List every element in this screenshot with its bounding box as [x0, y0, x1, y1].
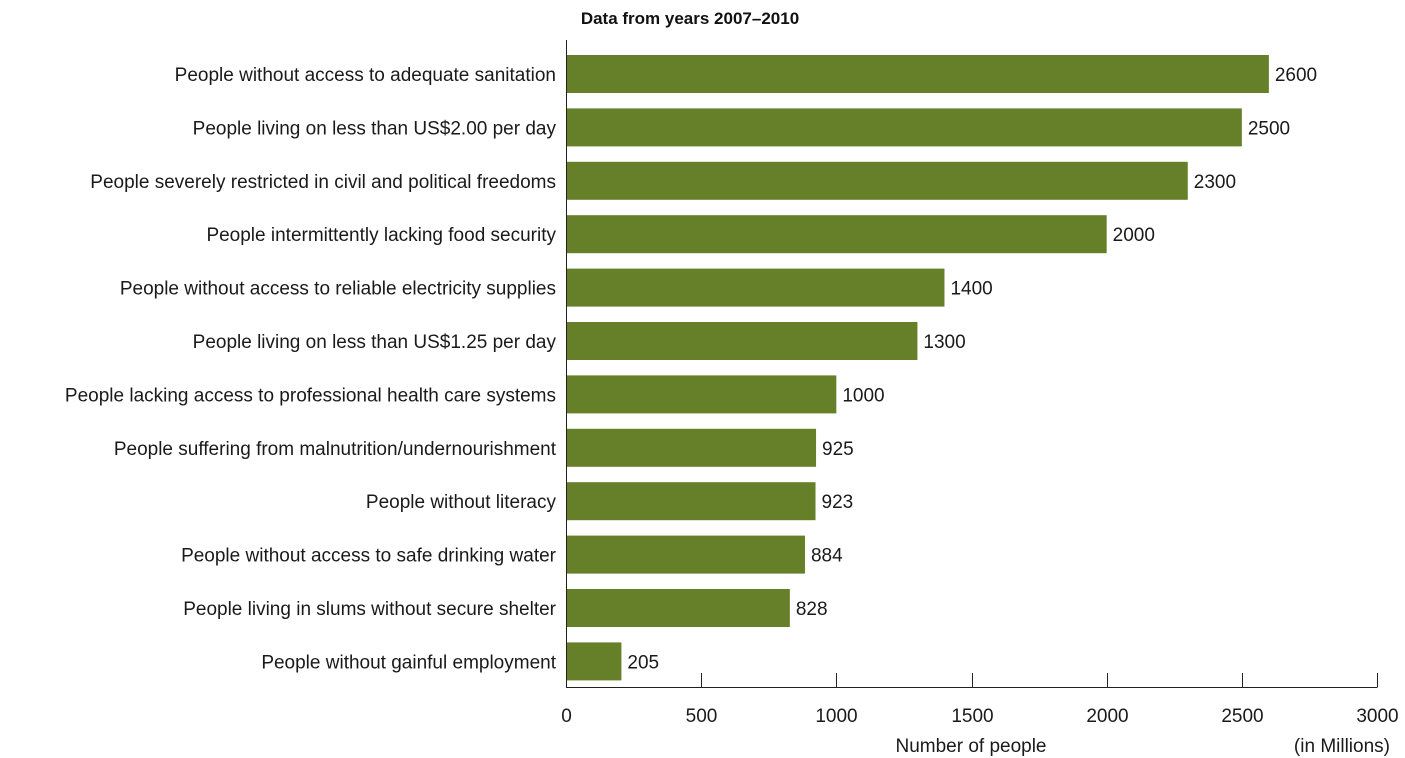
value-label-1: 2600 — [1275, 65, 1317, 86]
category-label-1: People without access to adequate sanita… — [175, 65, 556, 86]
bars-group — [566, 55, 1269, 681]
value-label-10: 884 — [811, 546, 843, 567]
bar-9 — [566, 482, 816, 521]
value-label-6: 1300 — [923, 332, 965, 353]
value-label-3: 2300 — [1194, 172, 1236, 193]
x-tick-label-3000: 3000 — [1356, 706, 1398, 727]
category-label-8: People suffering from malnutrition/under… — [114, 439, 557, 460]
category-label-9: People without literacy — [366, 492, 557, 513]
bar-12 — [566, 642, 622, 681]
x-tick-label-2500: 2500 — [1221, 706, 1263, 727]
value-label-7: 1000 — [842, 385, 884, 406]
x-tick-label-0: 0 — [561, 706, 572, 727]
value-label-9: 923 — [822, 492, 854, 513]
category-label-2: People living on less than US$2.00 per d… — [193, 118, 557, 139]
x-tick-label-1500: 1500 — [951, 706, 993, 727]
x-tick-label-500: 500 — [686, 706, 718, 727]
value-label-2: 2500 — [1248, 118, 1290, 139]
value-label-4: 2000 — [1113, 225, 1155, 246]
category-label-7: People lacking access to professional he… — [65, 385, 556, 406]
category-label-3: People severely restricted in civil and … — [90, 172, 556, 193]
value-labels-group: 2600 2500 2300 2000 1400 1300 1000 925 923 884 828… — [627, 65, 1317, 673]
category-labels-group: People without access to adequate sanita… — [65, 65, 557, 673]
x-tick-label-2000: 2000 — [1086, 706, 1128, 727]
value-label-5: 1400 — [950, 279, 992, 300]
bar-11 — [566, 589, 790, 627]
x-axis-label: Number of people — [895, 736, 1046, 757]
category-label-12: People without gainful employment — [261, 652, 556, 673]
value-label-11: 828 — [796, 599, 828, 620]
category-label-4: People intermittently lacking food secur… — [206, 225, 556, 246]
x-axis-unit: (in Millions) — [1294, 736, 1390, 757]
category-label-11: People living in slums without secure sh… — [183, 599, 556, 620]
bar-7 — [566, 375, 837, 414]
bar-1 — [566, 55, 1269, 93]
bar-3 — [566, 161, 1188, 200]
x-tick-label-1000: 1000 — [815, 706, 857, 727]
bar-2 — [566, 108, 1242, 147]
category-label-10: People without access to safe drinking w… — [181, 546, 557, 567]
bar-4 — [566, 215, 1107, 254]
chart-title: Data from years 2007–2010 — [581, 9, 799, 28]
x-axis: 0 500 1000 1500 2000 2500 3000 — [561, 40, 1399, 727]
bar-8 — [566, 428, 817, 467]
bar-10 — [566, 535, 805, 574]
bar-5 — [566, 268, 945, 307]
category-label-6: People living on less than US$1.25 per d… — [193, 332, 557, 353]
category-label-5: People without access to reliable electr… — [120, 279, 556, 300]
bar-6 — [566, 322, 918, 360]
value-label-8: 925 — [822, 439, 854, 460]
value-label-12: 205 — [627, 652, 659, 673]
